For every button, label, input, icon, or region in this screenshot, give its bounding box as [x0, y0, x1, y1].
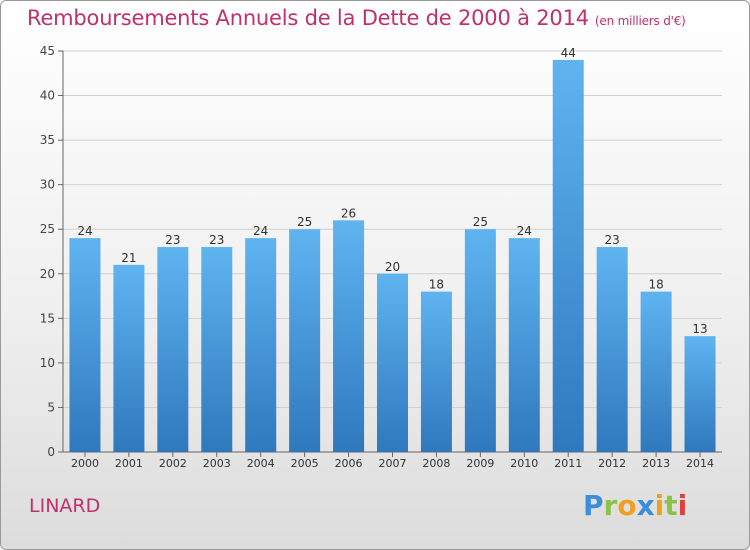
bar-value-label: 23	[605, 233, 620, 247]
y-tick-label: 25	[40, 222, 55, 236]
y-tick-label: 15	[40, 311, 55, 325]
y-tick-label: 10	[40, 356, 55, 370]
y-tick-label: 20	[40, 267, 55, 281]
bar	[420, 291, 452, 452]
x-tick-label: 2000	[71, 457, 99, 470]
bar	[157, 247, 189, 452]
bar	[69, 238, 101, 452]
bar	[684, 336, 716, 452]
bar	[596, 247, 628, 452]
x-tick-label: 2010	[510, 457, 538, 470]
bar	[333, 220, 365, 452]
bar-value-label: 26	[341, 206, 356, 220]
y-tick-label: 0	[47, 445, 55, 459]
bar	[289, 229, 321, 452]
x-tick-label: 2008	[422, 457, 450, 470]
x-tick-label: 2012	[598, 457, 626, 470]
bar	[377, 273, 408, 452]
bar-value-label: 44	[561, 46, 576, 60]
bar	[245, 238, 277, 452]
bar-value-label: 24	[77, 224, 92, 238]
bar-value-label: 18	[429, 278, 444, 292]
commune-name: LINARD	[29, 495, 101, 517]
x-tick-label: 2006	[335, 457, 363, 470]
x-tick-label: 2014	[686, 457, 714, 470]
bar-value-label: 24	[253, 224, 268, 238]
bar-value-label: 21	[121, 251, 136, 265]
x-tick-label: 2013	[642, 457, 670, 470]
x-tick-label: 2009	[466, 457, 494, 470]
bar	[552, 59, 584, 453]
x-tick-label: 2003	[203, 457, 231, 470]
y-tick-label: 30	[40, 178, 55, 192]
y-tick-label: 35	[40, 133, 55, 147]
bar-value-label: 20	[385, 260, 400, 274]
chart-subtitle: (en milliers d'€)	[594, 14, 686, 28]
bar-value-label: 23	[209, 233, 224, 247]
x-tick-label: 2005	[291, 457, 319, 470]
bars: 24 21 23 23 24 25 26 20 18 25 24 44 23 18 13	[69, 46, 716, 453]
bar	[113, 264, 145, 452]
x-tick-label: 2007	[379, 457, 407, 470]
proxiti-logo[interactable]: Proxiti	[583, 489, 688, 522]
bar-value-label: 13	[692, 322, 707, 336]
x-tick-label: 2001	[115, 457, 143, 470]
x-tick-label: 2002	[159, 457, 187, 470]
bar-value-label: 25	[473, 215, 488, 229]
bar	[201, 247, 233, 452]
bar-value-label: 25	[297, 215, 312, 229]
bar	[640, 291, 672, 452]
y-tick-label: 5	[47, 400, 55, 414]
x-tick-label: 2004	[247, 457, 275, 470]
y-tick-label: 40	[40, 89, 55, 103]
bar	[464, 229, 496, 452]
bar-value-label: 18	[648, 278, 663, 292]
chart-title-text: Remboursements Annuels de la Dette de 20…	[27, 6, 589, 30]
y-tick-label: 45	[40, 44, 55, 58]
bar-value-label: 23	[165, 233, 180, 247]
chart-title: Remboursements Annuels de la Dette de 20…	[27, 6, 686, 30]
bar-value-label: 24	[517, 224, 532, 238]
x-tick-label: 2011	[554, 457, 582, 470]
bar	[508, 238, 540, 452]
